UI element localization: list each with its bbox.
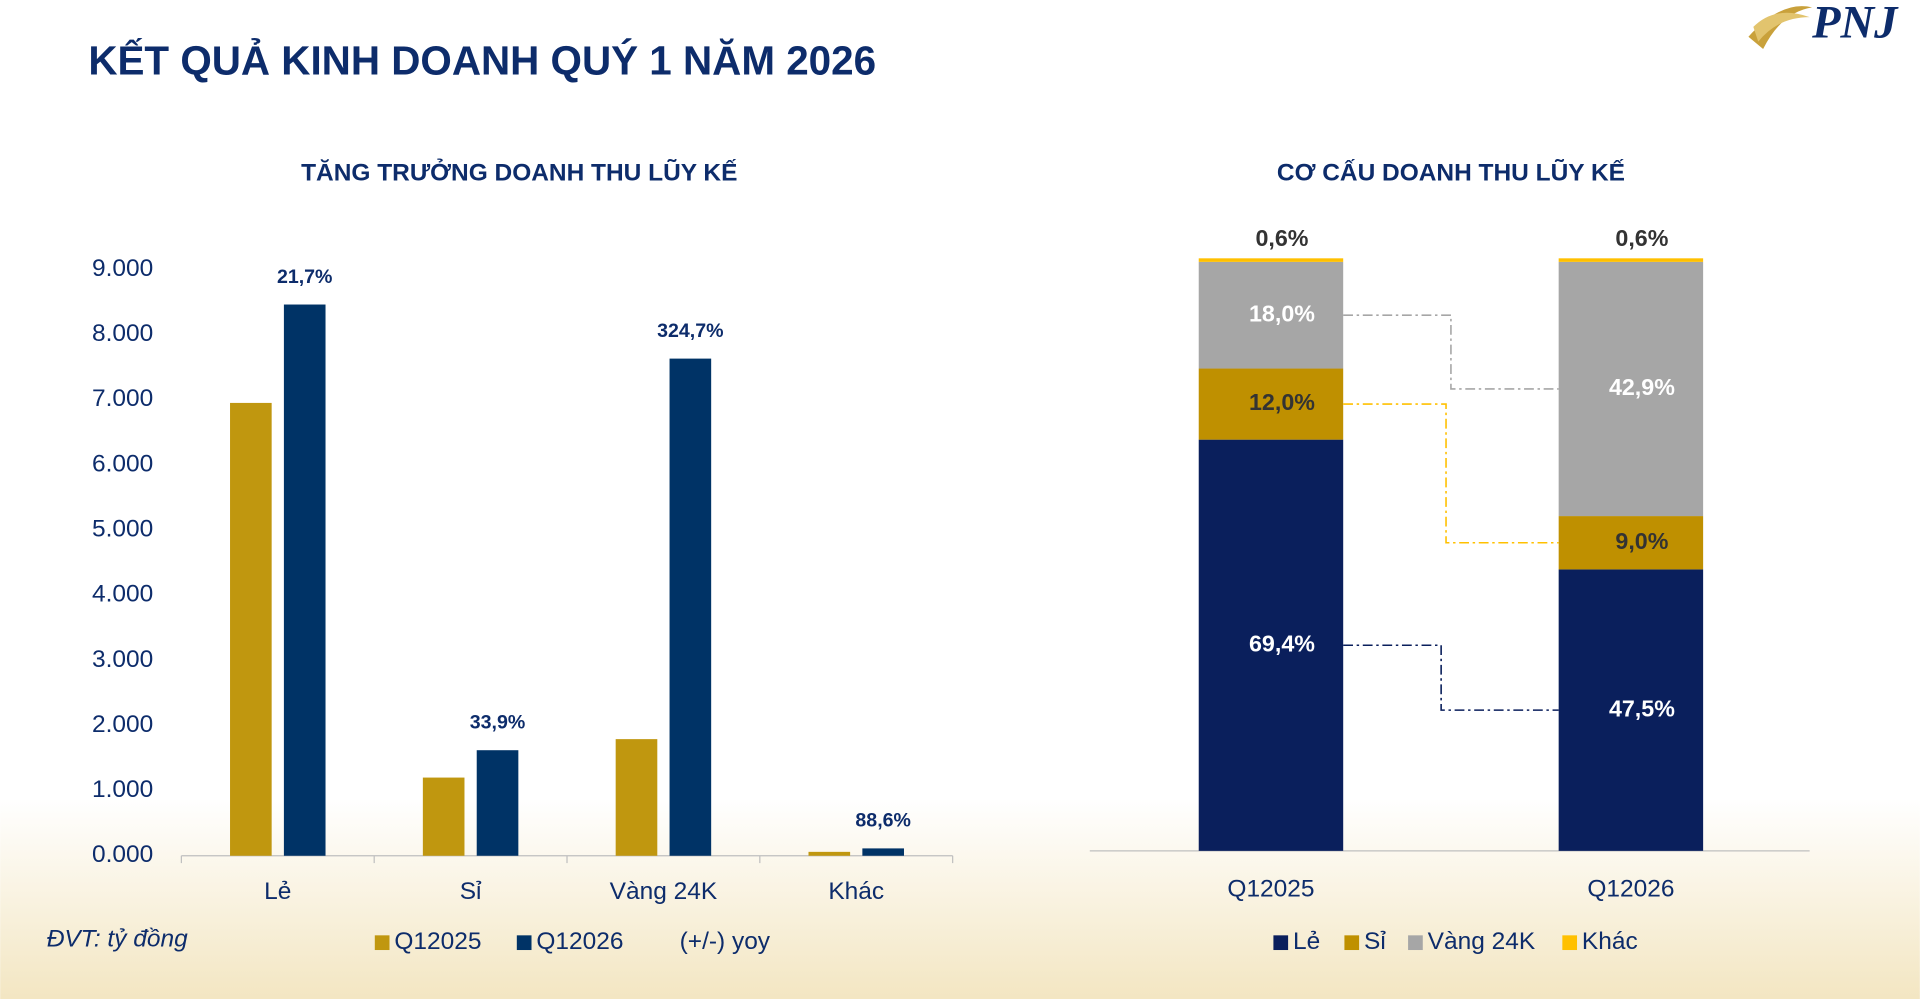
yoy-label: 88,6%: [855, 810, 911, 832]
y-tick-label: 4.000: [92, 581, 153, 608]
legend-swatch: [1562, 935, 1578, 951]
bar-segment: [1198, 439, 1344, 851]
y-tick-label: 3.000: [92, 646, 153, 673]
logo-swoosh: [1748, 6, 1813, 49]
bar-segment: [1558, 569, 1704, 851]
data-label: 9,0%: [1615, 528, 1668, 554]
y-tick-label: 2.000: [92, 711, 153, 738]
legend-swatch: [516, 935, 532, 951]
data-label: 69,4%: [1249, 630, 1315, 656]
connector: [1343, 314, 1559, 390]
x-tick-label: Vàng 24K: [610, 878, 718, 905]
bar-segment: [1558, 258, 1704, 262]
legend-label: Sỉ: [1364, 928, 1386, 955]
y-tick-label: 6.000: [92, 450, 153, 477]
legend-label: Khác: [1582, 928, 1638, 955]
yoy-label: 324,7%: [657, 320, 723, 342]
legend-label: Lẻ: [1293, 928, 1320, 955]
bar: [283, 304, 326, 856]
y-tick-label: 9.000: [92, 255, 153, 282]
x-tick-label: Q12026: [1587, 876, 1674, 903]
y-tick-label: 0.000: [92, 841, 153, 868]
legend-label: Q12025: [394, 928, 481, 955]
x-tick-label: Sỉ: [460, 878, 482, 905]
y-tick-label: 1.000: [92, 776, 153, 803]
bar: [808, 851, 851, 856]
logo-text: PNJ: [1811, 0, 1899, 49]
logo-swoosh: [1753, 12, 1810, 42]
bar: [476, 750, 519, 856]
yoy-label: 21,7%: [277, 266, 333, 288]
bar: [230, 402, 272, 856]
structure-chart: CƠ CẤU DOANH THU LŨY KẾ Q12025 69,4% 12,0% 1…: [1089, 158, 1810, 955]
legend-swatch: [1408, 935, 1423, 951]
bar: [615, 739, 658, 856]
logo: PNJ: [1748, 0, 1899, 49]
x-tick-label: Q12025: [1227, 876, 1314, 903]
bar: [862, 848, 904, 856]
data-label: 0,6%: [1615, 225, 1668, 251]
connector: [1343, 403, 1559, 544]
bar-segment: [1558, 516, 1704, 570]
chart-title: CƠ CẤU DOANH THU LŨY KẾ: [1277, 158, 1625, 186]
data-label: 18,0%: [1249, 300, 1315, 326]
data-label: 0,6%: [1255, 225, 1308, 251]
legend-swatch: [374, 935, 390, 951]
yoy-label: 33,9%: [470, 711, 526, 733]
data-label: 12,0%: [1249, 389, 1315, 415]
legend-label: (+/-) yoy: [680, 928, 771, 955]
connector: [1343, 644, 1559, 711]
unit-note: ĐVT: tỷ đồng: [47, 926, 188, 953]
chart-title: TĂNG TRƯỞNG DOANH THU LŨY KẾ: [301, 157, 737, 186]
bar: [669, 358, 712, 856]
legend-label: Q12026: [536, 928, 623, 955]
x-tick-label: Lẻ: [264, 878, 291, 905]
legend-label: Vàng 24K: [1428, 928, 1536, 955]
y-tick-label: 5.000: [92, 515, 153, 542]
bar-segment: [1198, 368, 1344, 440]
slide-title: KẾT QUẢ KINH DOANH QUÝ 1 NĂM 2026: [88, 37, 876, 83]
y-tick-label: 8.000: [92, 320, 153, 347]
y-tick-label: 7.000: [92, 385, 153, 412]
legend-swatch: [1344, 935, 1360, 951]
bar-segment: [1198, 258, 1344, 262]
bar: [422, 777, 465, 856]
x-tick-label: Khác: [828, 878, 884, 905]
bar-segment: [1198, 261, 1344, 369]
data-label: 42,9%: [1609, 374, 1675, 400]
legend-swatch: [1273, 935, 1289, 951]
data-label: 47,5%: [1609, 695, 1675, 721]
bar-segment: [1558, 261, 1704, 517]
growth-chart: TĂNG TRƯỞNG DOANH THU LŨY KẾ 0.000 1.000 2.…: [92, 157, 954, 955]
